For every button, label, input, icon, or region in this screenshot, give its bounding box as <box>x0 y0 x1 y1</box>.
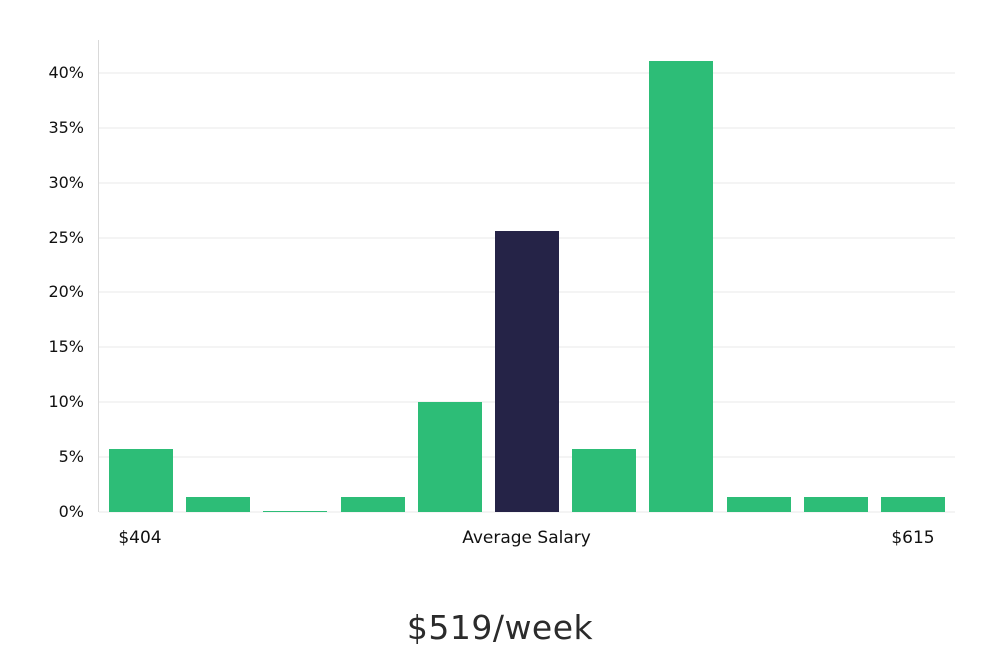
bars-container <box>99 40 955 512</box>
x-axis: $404 Average Salary $615 <box>98 528 955 554</box>
bar <box>109 449 173 512</box>
bar <box>417 402 482 512</box>
y-axis-labels: 0% 5% 10% 15% 20% 25% 30% 35% 40% <box>0 40 88 519</box>
bar <box>572 449 637 512</box>
gridline <box>99 127 955 129</box>
y-axis-tick-label: 10% <box>48 392 84 412</box>
plot-area <box>98 40 955 513</box>
bar <box>803 496 868 512</box>
y-axis-tick-label: 5% <box>58 447 84 467</box>
y-axis-tick-label: 30% <box>48 172 84 192</box>
bar <box>340 496 405 512</box>
bar-average-salary <box>494 231 559 512</box>
x-axis-label-max: $615 <box>891 528 935 548</box>
gridline <box>99 511 955 513</box>
y-axis-tick-label: 0% <box>58 502 84 521</box>
y-axis-tick-label: 15% <box>48 337 84 357</box>
bar <box>726 496 791 512</box>
bar <box>186 496 251 512</box>
bar <box>263 510 328 512</box>
y-axis-tick-label: 35% <box>48 117 84 137</box>
y-axis-tick-label: 40% <box>48 62 84 82</box>
bar <box>649 60 714 512</box>
gridline <box>99 72 955 74</box>
y-axis-tick-label: 25% <box>48 227 84 247</box>
y-axis-tick-label: 20% <box>48 282 84 302</box>
x-axis-label-average-salary: Average Salary <box>462 528 591 548</box>
gridline <box>99 182 955 184</box>
x-axis-label-min: $404 <box>118 528 162 548</box>
bar <box>880 496 945 512</box>
average-salary-caption: $519/week <box>406 608 594 647</box>
